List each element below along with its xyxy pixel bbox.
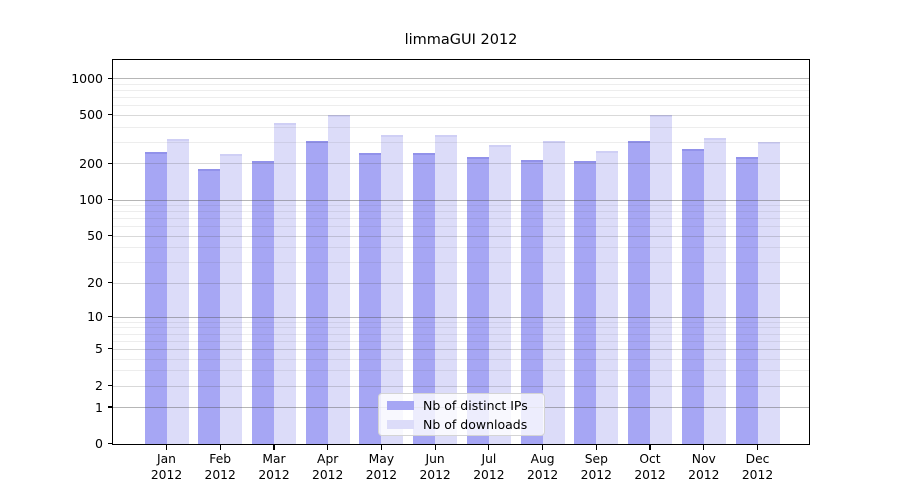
gridline-minor-900 [113,83,809,85]
y-tick-label-100: 100 [79,192,103,208]
y-tick-0 [108,443,113,445]
x-tick-label-may: May 2012 [365,452,398,482]
bar-downloads-apr [327,115,350,444]
x-tick-feb [219,445,221,450]
x-tick-label-jan: Jan 2012 [150,452,183,482]
x-tick-label-jun: Jun 2012 [419,452,451,482]
y-tick-label-20: 20 [87,275,103,291]
bar-downloads-dec [757,142,780,444]
y-tick-label-2: 2 [95,378,103,393]
y-tick-label-50: 50 [87,228,103,244]
bar-ips-jan [144,151,167,444]
y-tick-200 [108,162,113,164]
x-tick-label-dec: Dec 2012 [741,452,774,482]
y-tick-label-0: 0 [95,436,103,452]
bar-ips-jun [413,152,436,444]
x-tick-label-nov: Nov 2012 [688,452,720,482]
x-tick-label-jul: Jul 2012 [473,452,505,482]
legend-item-distinct-ips: Nb of distinct IPs [387,398,536,413]
y-tick-20 [108,282,113,284]
gridline-minor-600 [113,105,809,107]
legend-label-downloads: Nb of downloads [423,416,528,432]
y-tick-1000 [108,77,113,79]
y-tick-50 [108,235,113,237]
x-tick-label-sep: Sep 2012 [580,452,612,482]
legend-label-distinct-ips: Nb of distinct IPs [423,397,528,413]
x-tick-oct [649,445,651,450]
bar-downloads-oct [650,115,672,444]
x-tick-aug [542,445,544,450]
x-tick-sep [595,445,597,450]
bar-downloads-may [381,134,404,444]
y-tick-label-500: 500 [79,107,103,123]
bar-ips-nov [681,148,704,444]
legend-swatch-downloads [387,419,414,429]
y-tick-5 [108,348,113,350]
legend: Nb of distinct IPs Nb of downloads [378,393,545,436]
y-tick-2 [108,384,113,387]
bar-ips-jul [466,157,489,444]
y-tick-100 [108,199,113,201]
x-tick-label-aug: Aug 2012 [526,452,559,482]
legend-item-downloads: Nb of downloads [387,417,536,432]
bar-downloads-jul [488,144,511,444]
bar-downloads-nov [703,138,726,444]
plot-area: Nb of distinct IPs Nb of downloads Jan 2… [71,59,810,482]
y-tick-label-5: 5 [95,341,103,357]
bar-ips-feb [198,169,221,444]
bar-downloads-feb [220,154,243,444]
gridline-minor-700 [113,97,809,99]
bar-downloads-aug [542,140,565,444]
x-tick-label-mar: Mar 2012 [258,452,290,482]
bar-ips-sep [574,161,597,444]
y-tick-label-1000: 1000 [71,70,103,86]
bar-ips-dec [735,157,758,444]
bar-ips-aug [520,159,543,444]
x-tick-dec [756,445,759,450]
y-tick-label-1: 1 [95,399,103,415]
gridline-1000 [113,78,809,80]
x-tick-mar [273,445,275,450]
bar-downloads-mar [274,123,296,444]
y-tick-10 [108,316,113,318]
x-tick-label-oct: Oct 2012 [634,452,666,482]
gridline-minor-400 [113,126,809,128]
chart-title: limmaGUI 2012 [404,32,518,48]
bar-downloads-jun [435,134,458,444]
x-tick-apr [327,445,329,450]
x-tick-label-apr: Apr 2012 [312,452,344,482]
y-tick-label-10: 10 [87,309,103,325]
gridline-minor-800 [113,90,809,92]
y-tick-label-200: 200 [79,155,103,171]
x-tick-may [380,445,382,450]
x-tick-label-feb: Feb 2012 [204,452,236,482]
x-tick-jul [488,445,490,450]
bar-ips-apr [305,140,328,444]
y-tick-500 [108,114,113,116]
bar-downloads-jan [166,138,189,444]
bar-ips-oct [628,141,650,444]
x-tick-nov [703,445,705,450]
legend-swatch-distinct-ips [387,400,414,410]
bar-downloads-sep [596,150,619,444]
gridline-500 [113,114,809,116]
x-tick-jun [434,445,436,450]
y-tick-1 [108,406,113,408]
x-tick-jan [165,445,168,450]
bar-ips-may [359,152,382,444]
bar-ips-mar [252,161,274,444]
